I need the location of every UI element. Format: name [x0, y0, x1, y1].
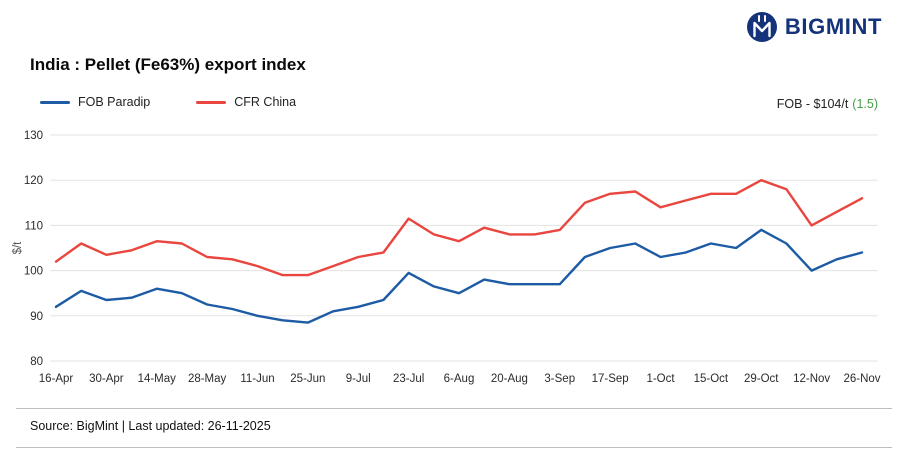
svg-text:15-Oct: 15-Oct	[694, 373, 729, 385]
price-tag: FOB - $104/t (1.5)	[777, 97, 878, 111]
series-line-fob-paradip	[54, 228, 864, 324]
svg-text:25-Jun: 25-Jun	[290, 373, 325, 385]
svg-text:23-Jul: 23-Jul	[393, 373, 424, 385]
chart-legend: FOB Paradip CFR China	[40, 95, 296, 109]
svg-text:120: 120	[24, 175, 43, 187]
svg-text:16-Apr: 16-Apr	[39, 373, 74, 385]
legend-marker-fob-paradip	[40, 100, 70, 104]
bigmint-logo-icon	[746, 12, 777, 42]
legend-marker-cfr-china	[196, 100, 227, 104]
price-change: (1.5)	[852, 97, 878, 111]
svg-text:26-Nov: 26-Nov	[843, 373, 880, 385]
legend-label-cfr-china: CFR China	[234, 95, 297, 109]
svg-text:30-Apr: 30-Apr	[89, 373, 124, 385]
chart-svg: 80 90 100 110 120 130 16-Apr 30-Apr 14-May 28-May…	[12, 130, 881, 385]
svg-text:90: 90	[30, 311, 43, 323]
brand-name: BIGMINT	[784, 14, 882, 39]
brand-logo: BIGMINT	[746, 11, 882, 43]
legend-item-cfr-china[interactable]: CFR China	[196, 95, 296, 109]
svg-text:29-Oct: 29-Oct	[744, 373, 779, 385]
x-axis-labels: 16-Apr 30-Apr 14-May 28-May 11-Jun 25-Jun 9-Ju…	[39, 373, 881, 385]
svg-text:17-Sep: 17-Sep	[592, 373, 629, 385]
svg-text:100: 100	[24, 266, 43, 278]
svg-text:3-Sep: 3-Sep	[544, 373, 575, 385]
svg-text:1-Oct: 1-Oct	[646, 373, 675, 385]
svg-text:110: 110	[25, 220, 43, 232]
series-line-cfr-china	[54, 179, 864, 277]
line-chart: 80 90 100 110 120 130 16-Apr 30-Apr 14-May 28-May…	[10, 118, 898, 388]
footer-divider-top	[16, 408, 892, 409]
svg-text:130: 130	[24, 130, 43, 142]
source-note: Source: BigMint | Last updated: 26-11-20…	[30, 419, 271, 433]
svg-text:20-Aug: 20-Aug	[491, 373, 528, 385]
y-axis-title: $/t	[12, 241, 24, 255]
legend-item-fob-paradip[interactable]: FOB Paradip	[40, 95, 150, 109]
page-title: India : Pellet (Fe63%) export index	[30, 55, 306, 74]
gridlines: 80 90 100 110 120 130	[24, 130, 878, 368]
svg-text:14-May: 14-May	[138, 373, 177, 385]
svg-text:6-Aug: 6-Aug	[444, 373, 475, 385]
svg-text:9-Jul: 9-Jul	[346, 373, 371, 385]
legend-label-fob-paradip: FOB Paradip	[78, 95, 151, 109]
svg-text:80: 80	[30, 356, 43, 368]
svg-text:11-Jun: 11-Jun	[240, 373, 274, 385]
footer-divider-bottom	[16, 447, 892, 448]
svg-text:12-Nov: 12-Nov	[793, 373, 830, 385]
svg-text:28-May: 28-May	[188, 373, 227, 385]
price-label: FOB - $104/t	[776, 97, 849, 111]
